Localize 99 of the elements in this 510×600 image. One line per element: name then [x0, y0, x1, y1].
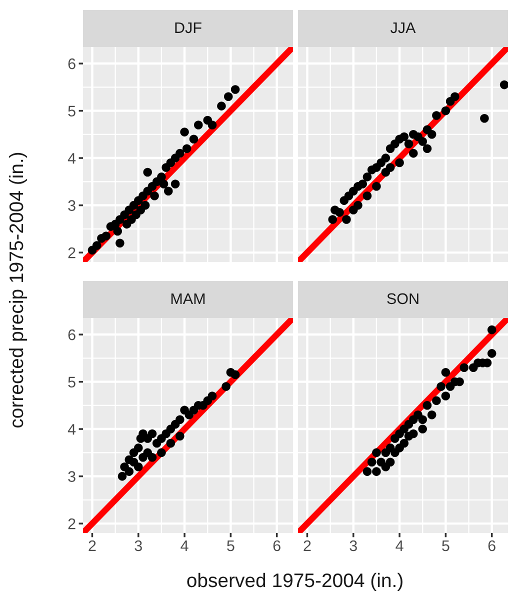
point — [362, 467, 372, 476]
point — [342, 215, 351, 224]
point — [400, 132, 409, 142]
point — [358, 180, 368, 188]
x-tick-label: 6 — [488, 540, 496, 552]
point — [140, 200, 150, 210]
point — [418, 137, 428, 146]
point — [148, 453, 157, 462]
x-tick-label: 6 — [273, 540, 280, 552]
y-tick-label: 2 — [68, 247, 76, 258]
y-tick-label: 2 — [68, 518, 76, 530]
point — [182, 144, 192, 153]
point — [362, 191, 372, 200]
point — [487, 325, 496, 334]
point — [208, 120, 217, 130]
x-tick-label: 5 — [227, 540, 234, 552]
point — [400, 438, 409, 448]
point — [164, 186, 173, 196]
point — [194, 120, 203, 130]
point — [450, 92, 460, 102]
point — [208, 392, 217, 400]
point — [157, 172, 166, 182]
x-tick-label: 4 — [180, 540, 188, 552]
point — [118, 472, 127, 481]
y-axis-title: corrected precip 1975-2004 (in.) — [8, 152, 28, 428]
y-tick-label: 4 — [68, 424, 76, 435]
x-tick-label: 3 — [134, 540, 142, 552]
point — [148, 429, 157, 438]
y-tick-label: 4 — [68, 153, 76, 164]
point — [157, 448, 166, 458]
x-tick-label: 2 — [88, 540, 96, 552]
point — [381, 154, 390, 162]
point — [422, 401, 432, 410]
point — [386, 163, 395, 172]
point — [408, 429, 418, 438]
point — [395, 158, 404, 168]
point — [386, 458, 395, 467]
point — [372, 182, 381, 191]
point — [230, 85, 240, 94]
chart-title: DJF — [175, 22, 202, 34]
point — [217, 102, 226, 110]
point — [224, 92, 233, 102]
point — [328, 215, 338, 224]
point — [372, 467, 381, 476]
point — [176, 415, 184, 424]
point — [372, 448, 381, 458]
point — [150, 191, 159, 200]
y-tick-label: 6 — [68, 329, 76, 340]
y-tick-label: 6 — [68, 58, 76, 70]
point — [487, 349, 496, 358]
y-tick-label: 5 — [68, 376, 76, 388]
y-tick-label: 3 — [68, 471, 76, 482]
point — [441, 106, 450, 116]
point — [460, 363, 469, 372]
point — [441, 368, 450, 377]
point — [92, 241, 102, 250]
point — [480, 114, 489, 123]
point — [230, 370, 240, 380]
x-tick-label: 4 — [396, 540, 404, 552]
point — [102, 232, 110, 240]
point — [176, 148, 184, 158]
point — [134, 462, 143, 472]
point — [362, 172, 372, 182]
point — [354, 200, 362, 210]
y-tick-label: 5 — [68, 106, 76, 116]
x-tick-label: 3 — [350, 540, 357, 552]
point — [418, 415, 428, 424]
point — [367, 458, 376, 467]
point — [441, 392, 450, 400]
point — [189, 134, 198, 144]
point — [335, 208, 344, 217]
point — [418, 424, 428, 434]
chart-title: JJA — [390, 22, 416, 34]
point — [222, 382, 230, 391]
point — [404, 139, 414, 148]
point — [408, 148, 418, 158]
point — [124, 467, 134, 476]
point — [422, 144, 432, 153]
point — [143, 168, 152, 177]
x-axis-title: observed 1975-2004 (in.) — [187, 572, 402, 592]
point — [436, 382, 446, 391]
point — [170, 180, 180, 188]
chart-title: MAM — [171, 293, 205, 304]
point — [500, 80, 508, 90]
chart-title: SON — [387, 293, 418, 304]
point — [427, 410, 436, 420]
point — [432, 396, 441, 406]
point — [134, 444, 143, 452]
point — [166, 438, 176, 448]
point — [116, 238, 124, 248]
point — [113, 226, 122, 236]
point — [159, 180, 168, 188]
point — [180, 128, 189, 136]
x-tick-label: 5 — [442, 540, 450, 552]
point — [176, 432, 184, 441]
y-tick-label: 3 — [68, 200, 76, 211]
point — [427, 130, 436, 139]
x-tick-label: 2 — [304, 540, 311, 552]
point — [432, 111, 441, 120]
